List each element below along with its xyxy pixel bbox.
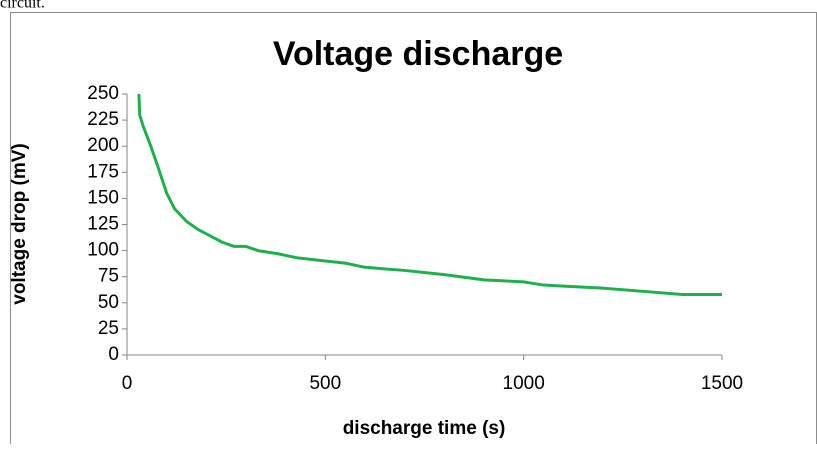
y-tick-label: 0 bbox=[108, 344, 119, 365]
x-axis-label: discharge time (s) bbox=[343, 418, 506, 439]
y-axis-label: voltage drop (mV) bbox=[9, 143, 30, 305]
data-line bbox=[137, 93, 722, 296]
y-tick-label: 250 bbox=[87, 83, 119, 104]
y-tick-label: 200 bbox=[87, 135, 119, 156]
y-tick-label: 25 bbox=[98, 318, 119, 339]
y-tick-label: 50 bbox=[98, 292, 119, 313]
y-tick-label: 175 bbox=[87, 161, 119, 182]
y-tick-label: 225 bbox=[87, 109, 119, 130]
chart-title: Voltage discharge bbox=[273, 35, 563, 73]
x-tick-label: 500 bbox=[309, 373, 341, 394]
y-tick-label: 100 bbox=[87, 240, 119, 261]
y-tick-label: 150 bbox=[87, 187, 119, 208]
chart-frame bbox=[10, 12, 817, 449]
x-tick-label: 0 bbox=[122, 373, 133, 394]
y-tick-label: 125 bbox=[87, 214, 119, 235]
body-text: circuit. bbox=[0, 0, 45, 12]
y-tick-label: 75 bbox=[98, 266, 119, 287]
x-tick-label: 1500 bbox=[701, 373, 743, 394]
x-tick-label: 1000 bbox=[503, 373, 545, 394]
